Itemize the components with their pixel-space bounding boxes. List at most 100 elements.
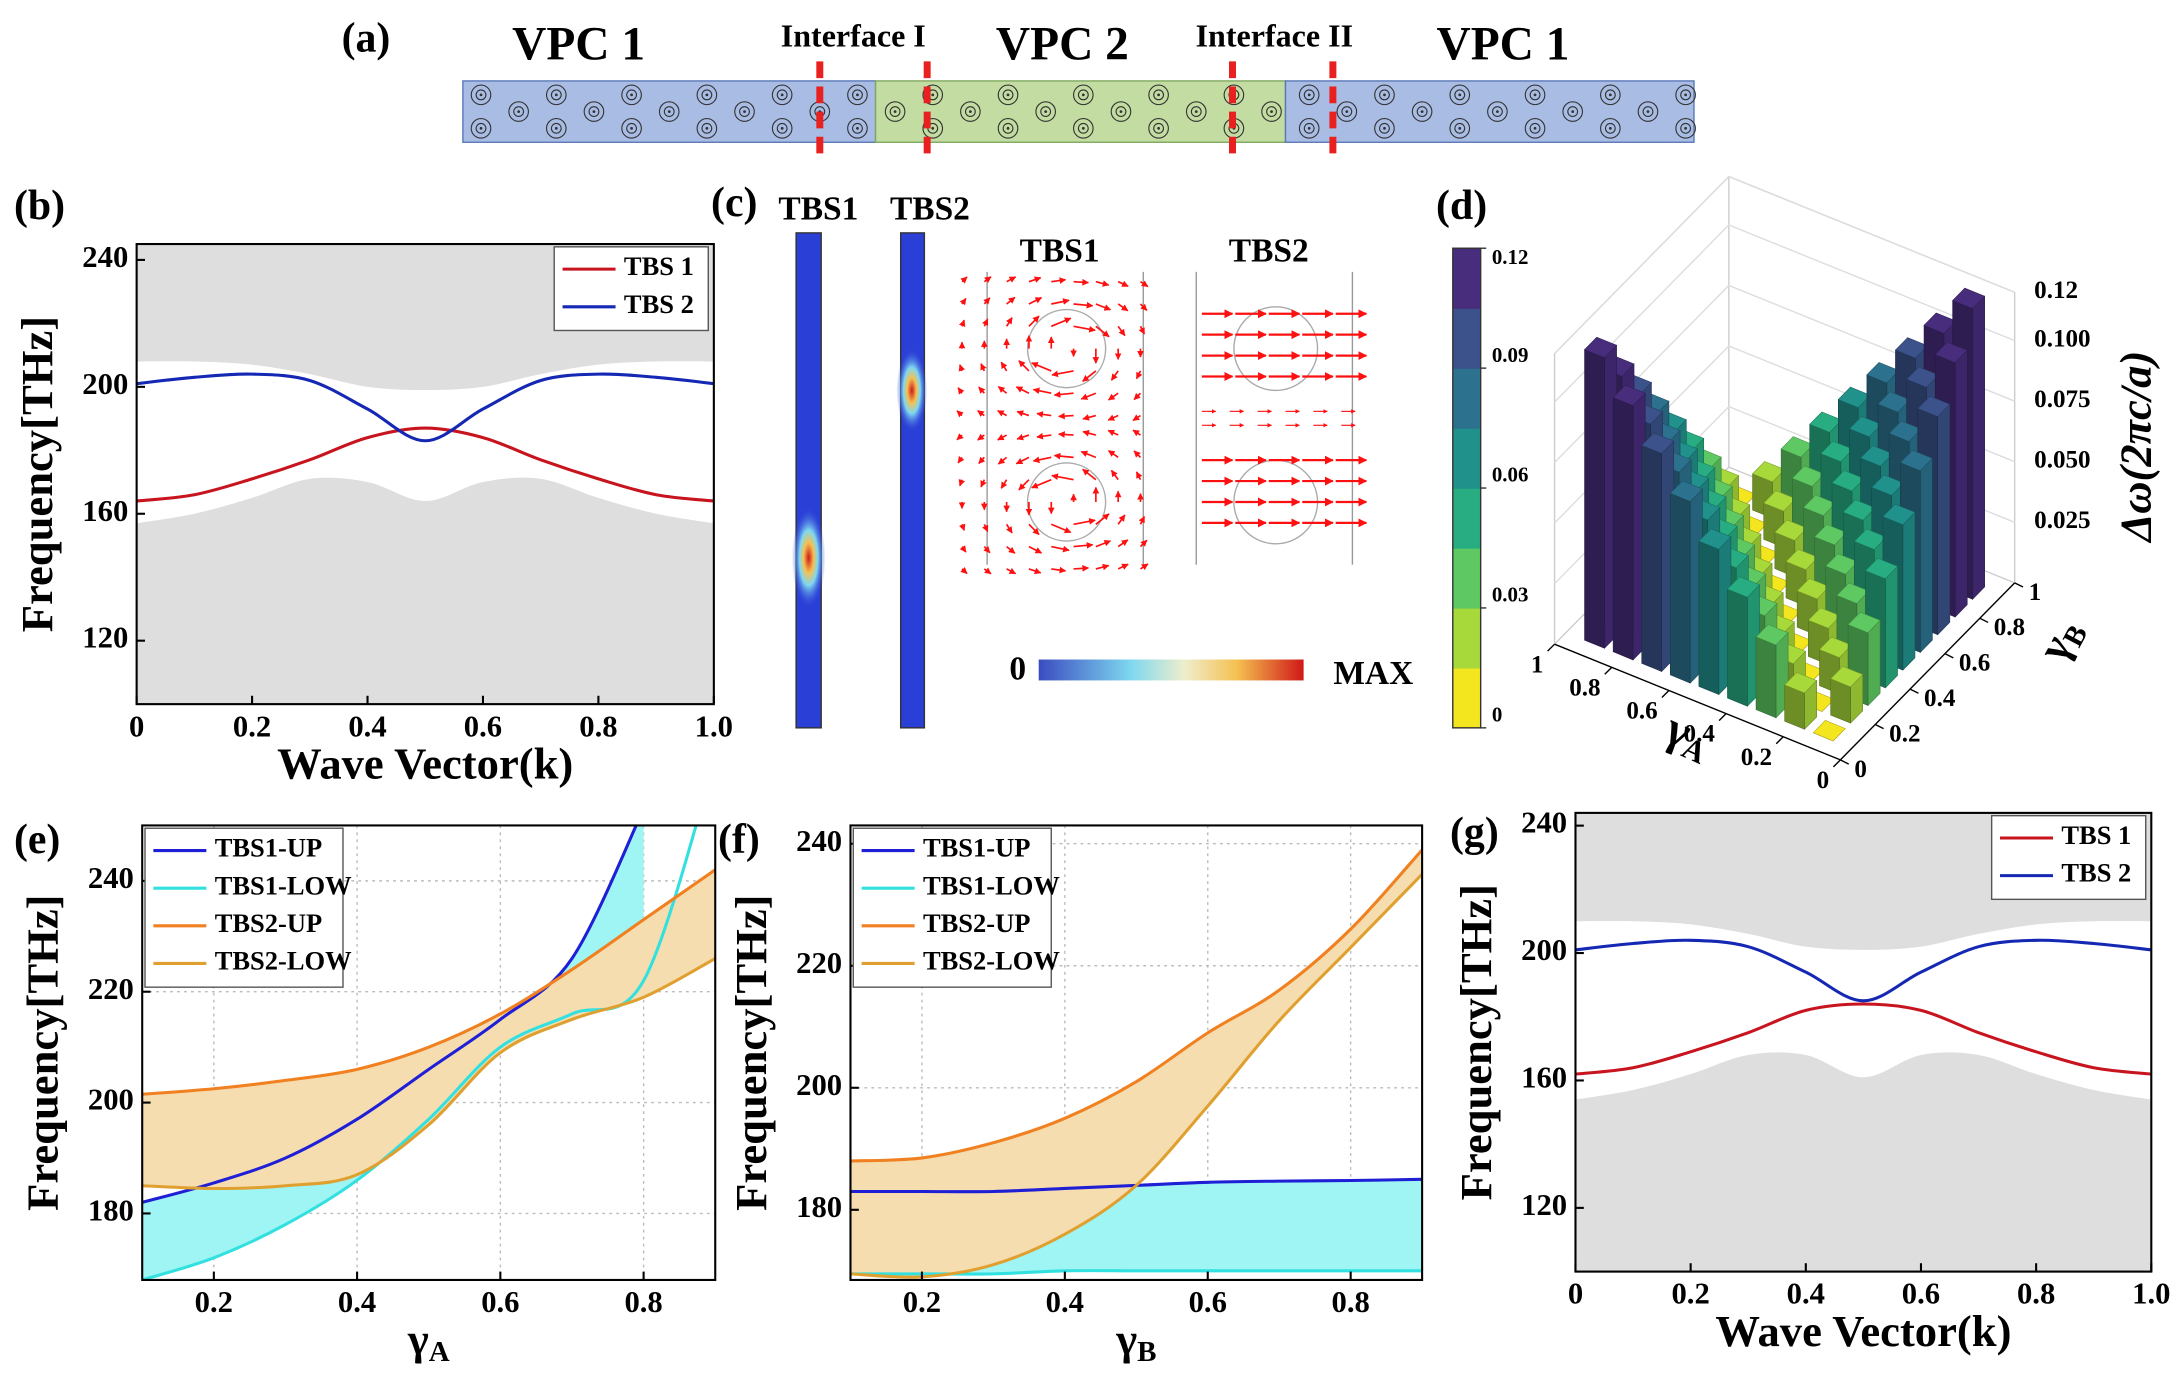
legend-label: TBS 2 [624,289,694,319]
legend-box [1990,814,2147,901]
y-tick-label: 220 [88,972,134,1006]
field-arrow [1133,392,1142,401]
bar-face [1698,540,1720,695]
bar-top [1842,499,1876,521]
field-arrow [982,318,989,327]
x-tick-label: 0.4 [348,709,386,743]
field-arrow [1073,542,1094,549]
field-arrow [1140,280,1149,288]
series-line [142,825,638,1204]
bar-top [1831,470,1865,492]
field-arrow [1107,414,1119,421]
colorbar-band [1452,248,1481,309]
region-label: VPC 1 [1437,19,1570,71]
field-arrow [978,456,986,465]
x-tick-label: 0.4 [1787,1277,1825,1311]
y-tick-label: 120 [1521,1188,1567,1222]
hole [1646,110,1650,113]
chart: 0.2 0.4 0.6 0.8 180 200 220 240 (e) γA Frequency[T… [14,817,717,1368]
panel-label: (d) [1436,183,1487,229]
hole [1458,126,1462,130]
field-arrow [1028,545,1043,554]
hole [997,118,1019,139]
bar-3d [1726,576,1761,707]
axis-label-sub: B [1137,1336,1156,1368]
x-tick [1832,759,1841,768]
field-arrow [1135,471,1143,481]
bar-face [1612,397,1634,661]
hole [1608,126,1612,130]
field-arrow [1110,469,1119,481]
hole [1420,110,1424,113]
hole [545,84,567,106]
x-tick-label: 0 [1817,767,1830,794]
x-tick-label: 0.2 [903,1285,941,1319]
legend-label: TBS2-LOW [923,946,1060,976]
hole [701,122,713,134]
hole [776,122,788,134]
hole [1044,110,1048,113]
field-arrow [1028,523,1040,536]
hole [621,118,642,139]
panel-label: (c) [711,180,757,226]
x-tick-label: 0.8 [1569,674,1600,701]
y-tick [1909,688,1919,694]
bar-face [1641,444,1662,672]
hole [734,101,755,122]
hole [1567,106,1579,118]
hole [922,118,944,139]
plot-frame [135,242,715,706]
legend-label: TBS2-UP [923,908,1030,938]
bar-top [1906,366,1940,388]
hole [705,126,709,130]
y-tick-label: 240 [88,861,134,895]
plot-frame [141,824,717,1282]
x-tick-label: 0.2 [1741,744,1772,771]
field-arrow [1095,539,1112,548]
field-arrow [1107,429,1119,437]
hole [1411,101,1433,122]
cell-circle [1026,462,1107,542]
field-arrow [980,363,987,372]
bar-top [1877,391,1911,413]
field-arrow [1051,370,1074,378]
hole [1524,118,1546,139]
field-arrow [1036,432,1052,440]
x-tick-label: 0 [129,709,144,743]
legend-label: TBS1-LOW [215,870,352,900]
field-arrow [1073,301,1094,309]
field-arrow [1058,412,1074,420]
colorbar-tick-label: 0.03 [1492,583,1529,607]
colorbar-band [1452,428,1481,489]
hole [856,126,859,130]
fill-between [850,849,1423,1278]
field-arrow [1031,478,1052,489]
plot-frame [1574,811,2153,1273]
series-line [142,825,698,1280]
field-arrow [1051,298,1070,305]
bar-top [1669,480,1703,502]
legend-label: TBS1-UP [215,833,322,863]
field-arrow [1140,563,1149,571]
bar-face [1972,295,1985,600]
hole [1303,89,1315,101]
bar-top [1847,611,1881,634]
field-arrow [983,276,992,284]
grid-line [1554,175,2015,355]
series-line [1575,1002,2152,1076]
bar-top [1952,287,1986,309]
hole [1449,84,1471,106]
colorbar-tick-label: 0.09 [1492,343,1529,367]
field-arrow [959,297,967,306]
y-tick-label: 0.6 [1959,650,1990,677]
hole [1266,106,1277,118]
field-arrow [1051,566,1067,574]
hole [1035,101,1056,122]
panel-label: (f) [718,817,760,863]
hole [1040,106,1052,118]
plot-frame [849,824,1424,1282]
y-tick [1944,653,1954,659]
y-tick [1979,617,1989,624]
hole [1529,122,1541,134]
